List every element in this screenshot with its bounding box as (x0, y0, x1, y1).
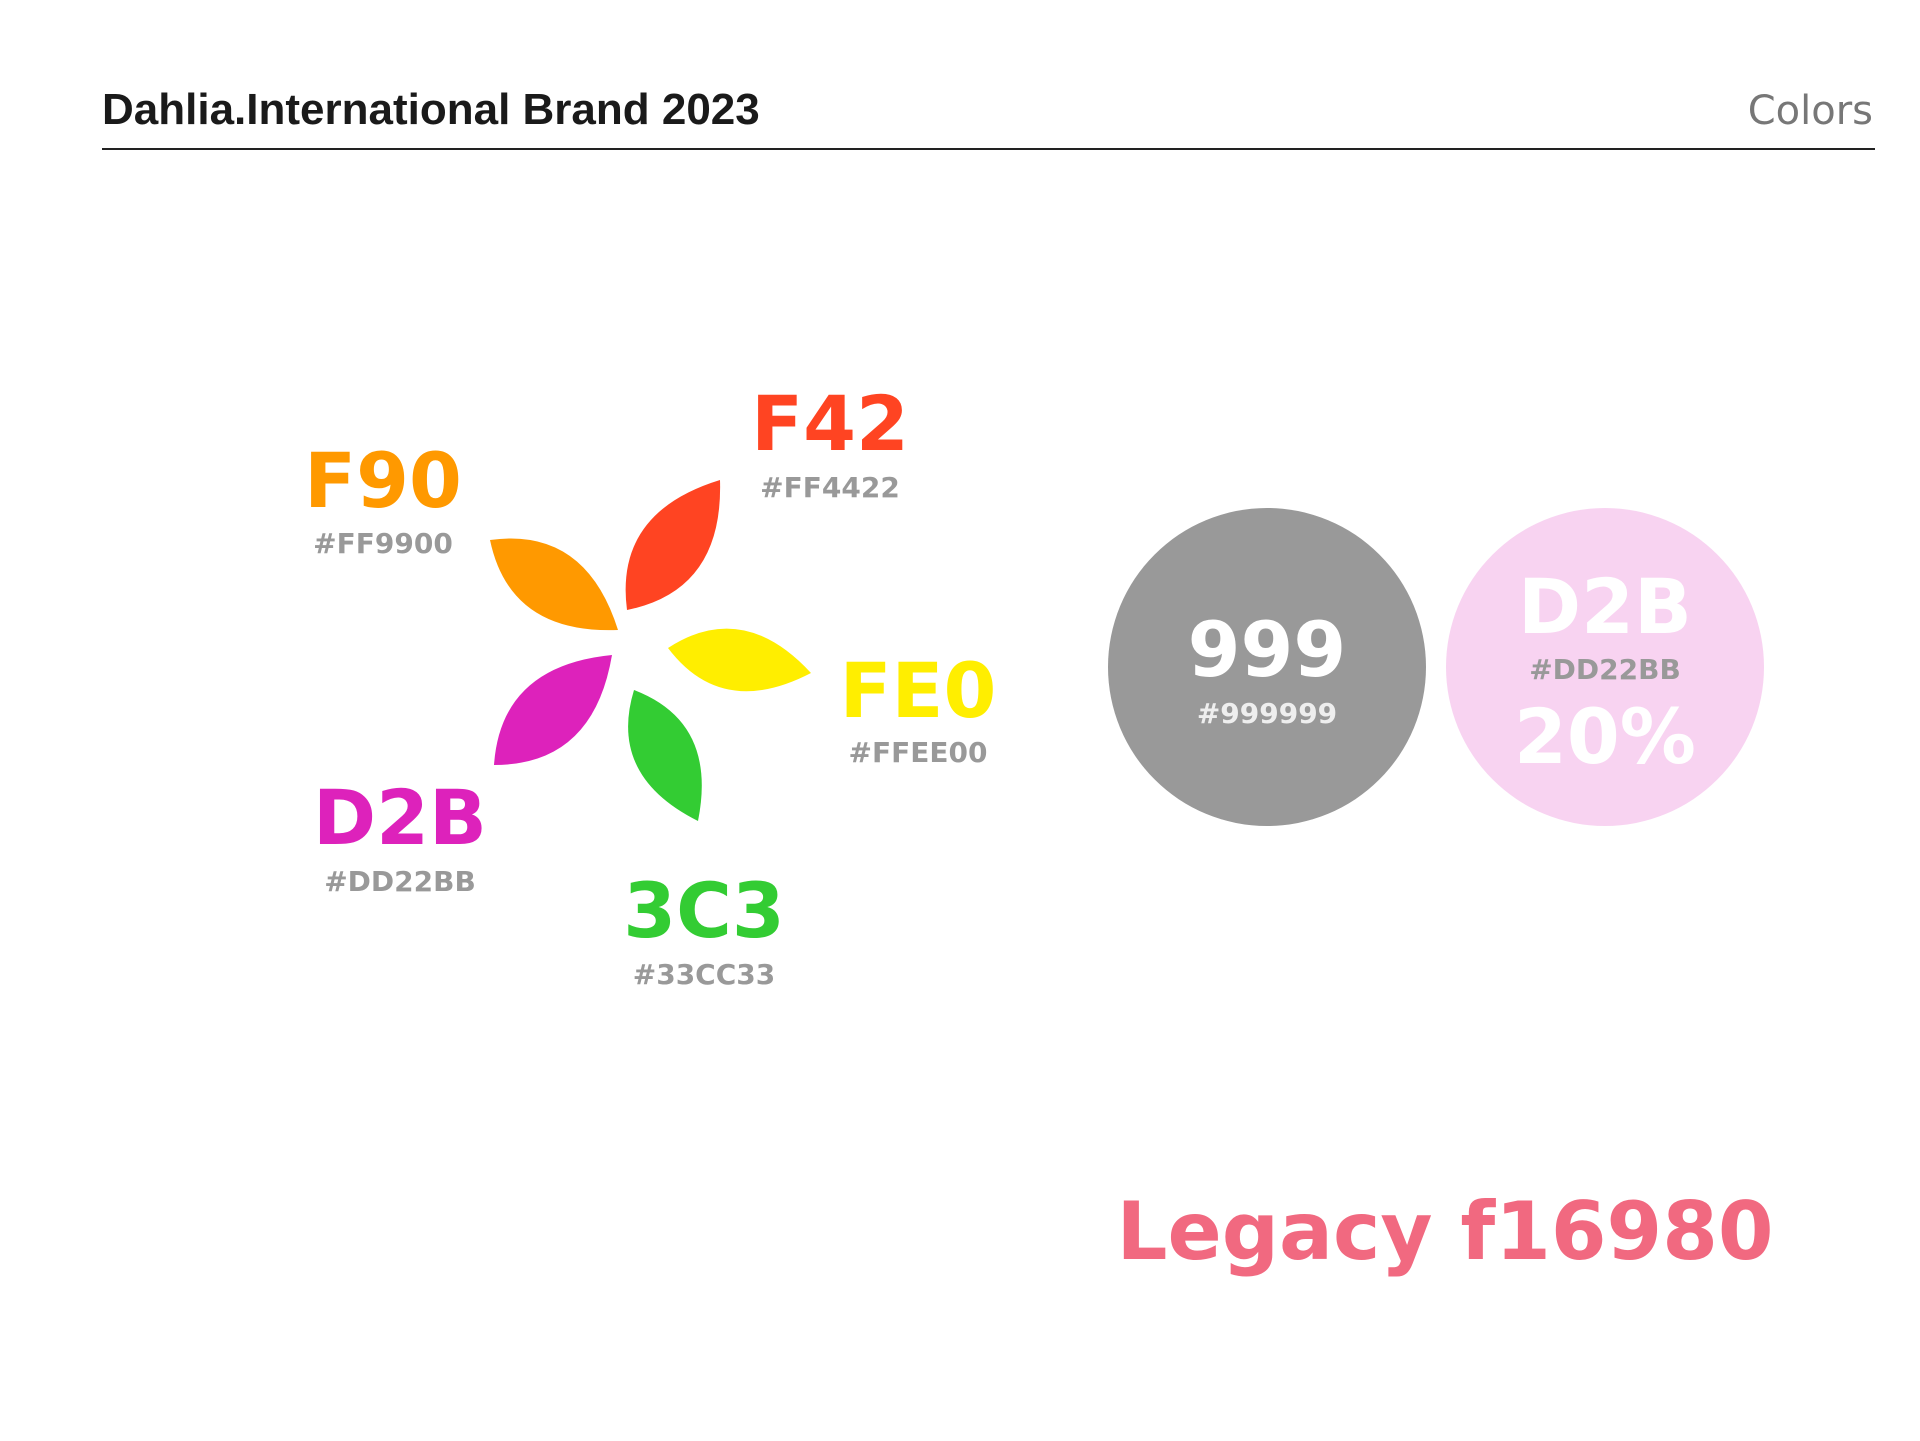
tint-percent: 20% (1514, 692, 1696, 781)
swatch-hex: #FF4422 (760, 471, 900, 504)
petal (625, 480, 721, 610)
petal (628, 690, 702, 821)
petal (490, 538, 618, 631)
tint-circle (1446, 508, 1764, 826)
swatch-code: F90 (304, 436, 462, 525)
tint-hex: #DD22BB (1529, 653, 1681, 686)
swatch-hex: #FFEE00 (849, 736, 988, 769)
neutral-circle (1108, 508, 1426, 826)
swatch-code: F42 (751, 379, 909, 468)
swatch-code: 3C3 (623, 866, 785, 955)
neutral-hex: #999999 (1197, 697, 1337, 730)
swatch-code: D2B (313, 773, 487, 862)
swatch-hex: #33CC33 (633, 958, 776, 991)
section-title: Colors (1748, 88, 1873, 134)
tint-code: D2B (1518, 562, 1692, 651)
swatch-hex: #FF9900 (313, 527, 453, 560)
neutral-code: 999 (1188, 605, 1347, 694)
swatch-hex: #DD22BB (324, 865, 476, 898)
petal (494, 655, 612, 766)
swatch-code: FE0 (840, 646, 997, 735)
legacy-label: Legacy f16980 (1116, 1185, 1773, 1278)
page-title: Dahlia.International Brand 2023 (102, 85, 760, 134)
petal (668, 628, 811, 692)
